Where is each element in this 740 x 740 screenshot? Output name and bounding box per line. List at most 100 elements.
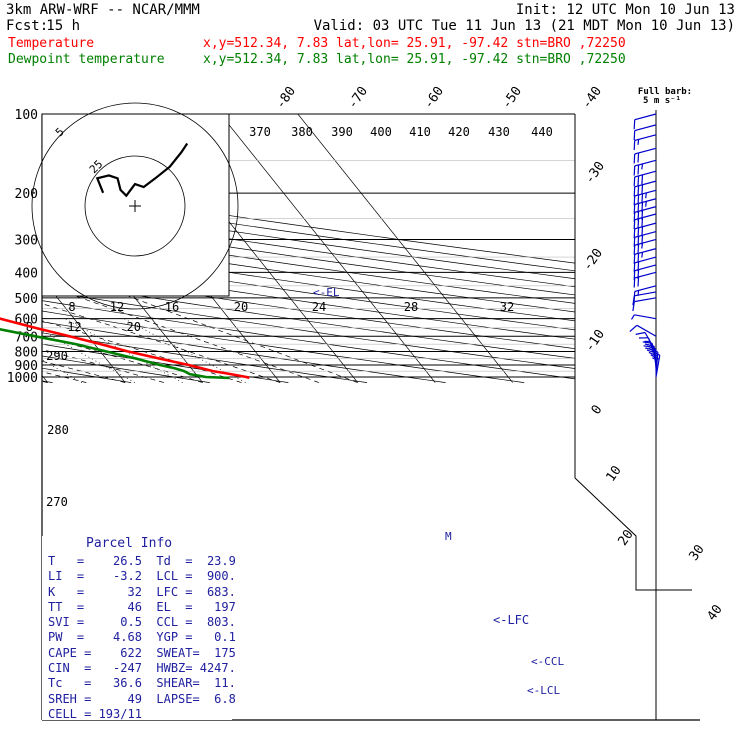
wind-barb	[633, 147, 657, 164]
theta-label: 380	[291, 125, 313, 139]
model-title: 3km ARW-WRF -- NCAR/MMM	[6, 2, 200, 18]
barb-flag	[635, 331, 646, 335]
barb-half-flag	[637, 290, 640, 296]
barb-staff	[634, 285, 657, 293]
hodograph-ring	[84, 155, 186, 257]
wind-speed-label: 32	[500, 300, 514, 314]
wind-speed-label: 12	[110, 300, 124, 314]
barb-half-flag	[641, 252, 644, 258]
ccl-marker: <-CCL	[531, 655, 564, 668]
theta-label: 410	[409, 125, 431, 139]
barb-staff	[634, 113, 657, 121]
barb-flag	[637, 236, 640, 246]
isotherm-right-label: -30	[582, 159, 608, 187]
barb-flag	[633, 140, 636, 151]
barb-flag	[641, 184, 644, 195]
wind-barb	[633, 124, 657, 141]
barb-staff	[634, 314, 657, 320]
temperature-trace	[0, 317, 250, 380]
pressure-label: 100	[15, 108, 38, 123]
dry-adiabat	[42, 300, 575, 380]
dewpoint-trace	[0, 328, 230, 380]
pressure-label: 800	[15, 346, 38, 361]
pressure-label: 900	[15, 359, 38, 374]
isotherm-line	[220, 114, 436, 383]
pressure-label: 500	[15, 292, 38, 307]
barb-flag	[633, 119, 636, 130]
barb-half-flag	[645, 201, 647, 207]
barb-flag	[641, 226, 644, 237]
dry-adiabat	[42, 280, 575, 359]
barb-flag	[633, 237, 636, 247]
parcel-info-row: SREH = 49 LAPSE= 6.8	[48, 691, 236, 706]
barb-flag	[633, 204, 636, 214]
barb-flag	[633, 254, 636, 264]
legend-temperature-info: x,y=512.34, 7.83 lat,lon= 25.91, -97.42 …	[203, 36, 626, 51]
hodograph: 525	[31, 102, 239, 310]
barb-flag	[637, 203, 640, 213]
theta-label: 430	[488, 125, 510, 139]
parcel-info-title: Parcel Info	[86, 536, 173, 551]
barb-flag	[633, 130, 636, 141]
barb-flag	[637, 194, 640, 205]
barb-flag	[637, 164, 640, 175]
isotherm-top-label: -80	[273, 84, 299, 112]
barb-staff	[634, 134, 657, 142]
isotherm-top-label: -60	[421, 84, 447, 112]
wind-speed-label: 20	[234, 300, 248, 314]
isotherm-right-label: -20	[580, 246, 606, 274]
moist-adiabat	[42, 360, 126, 383]
pressure-label: 1000	[7, 371, 38, 386]
barb-legend-title: Full barb:	[638, 87, 692, 97]
isotherm-right-label: 0	[589, 402, 606, 417]
barb-flag	[633, 176, 636, 187]
wind-speed-label: 28	[404, 300, 418, 314]
parcel-info-rows: T = 26.5 Td = 23.9 LI = -3.2 LCL = 900. K …	[42, 554, 236, 722]
mixing-ratio-line	[42, 330, 135, 383]
barb-legend-value: 5 m s⁻¹	[643, 96, 681, 106]
isotherm-right-label: 10	[603, 463, 624, 484]
barb-flag	[637, 261, 640, 272]
wind-barb	[633, 134, 657, 151]
barb-flag	[641, 174, 644, 185]
isotherm-right-label: 30	[686, 542, 707, 563]
barb-flag	[637, 175, 640, 186]
theta-label: 390	[331, 125, 353, 139]
barb-half-flag	[641, 163, 644, 170]
dry-adiabat	[42, 270, 575, 350]
mixing-ratio-line	[123, 318, 246, 383]
pressure-label: 200	[15, 187, 38, 202]
mixing-ratio-label: 12	[67, 320, 81, 334]
chart-header: 3km ARW-WRF -- NCAR/MMM Init: 12 UTC Mon…	[6, 2, 735, 67]
lcl-marker: <-LCL	[527, 684, 560, 697]
dry-adiabat	[42, 321, 446, 383]
wind-barb	[633, 159, 657, 176]
wind-barb	[633, 238, 657, 255]
dry-adiabat	[42, 355, 210, 383]
isotherm-right-label: -10	[582, 327, 608, 355]
hodograph-trace	[95, 142, 189, 198]
barb-legend: Full barb: 5 m s⁻¹	[638, 87, 692, 106]
barb-half-flag	[645, 192, 647, 199]
wind-barb	[633, 285, 657, 302]
barb-flag	[633, 262, 636, 273]
legend-dewpoint-name: Dewpoint temperature	[8, 52, 165, 67]
barb-flag	[633, 291, 636, 302]
isotherm-top-label: -70	[345, 84, 371, 112]
barb-flag	[637, 253, 640, 263]
wind-speed-label: 24	[312, 300, 326, 314]
wind-speed-label: 8	[68, 300, 75, 314]
parcel-info-row: CAPE = 622 SWEAT= 175	[48, 645, 236, 660]
el-marker: <-EL	[313, 286, 340, 299]
wind-barb	[630, 314, 657, 320]
theta-label: 370	[249, 125, 271, 139]
wind-barb-column	[629, 113, 661, 378]
pressure-label: 400	[15, 266, 38, 281]
barb-half-flag	[630, 314, 635, 320]
moist-adiabat	[42, 349, 164, 383]
init-time: Init: 12 UTC Mon 10 Jun 13	[516, 2, 735, 18]
isotherm-line	[42, 278, 126, 383]
axis-labels: 235812201002003004005006007008009001000-…	[7, 84, 726, 697]
hodograph-ring	[31, 102, 239, 310]
legend-dewpoint-info: x,y=512.34, 7.83 lat,lon= 25.91, -97.42 …	[203, 52, 626, 67]
